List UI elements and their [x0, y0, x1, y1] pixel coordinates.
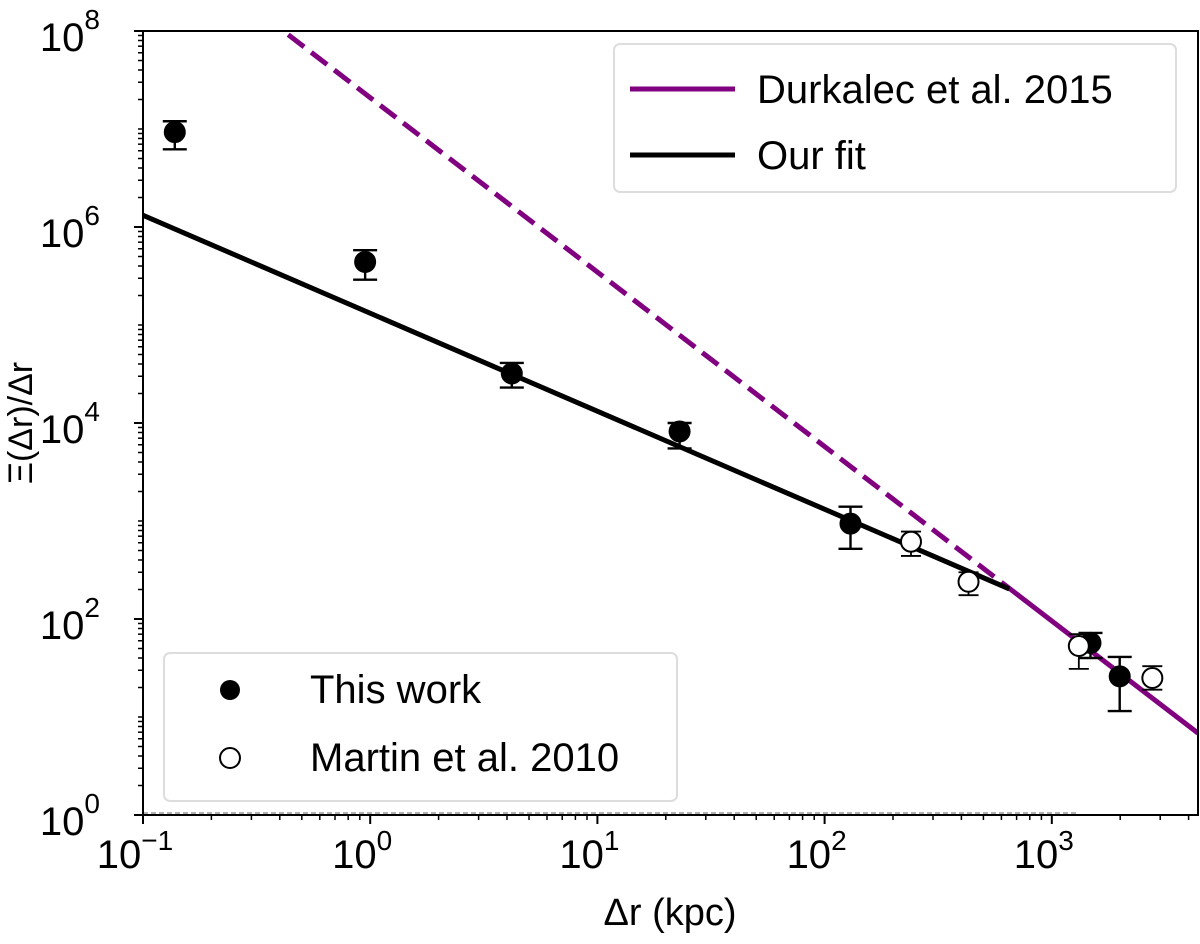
legend-thiswork-label: This work [310, 668, 482, 712]
y-tick-label: 104 [40, 396, 100, 452]
x-tick-label: 10−1 [97, 825, 173, 877]
data-point-open [1141, 667, 1164, 690]
x-tick-label: 102 [787, 825, 847, 877]
y-tick-label: 106 [40, 200, 100, 256]
legend-upper: Durkalec et al. 2015 Our fit [613, 43, 1177, 193]
legend-thiswork-marker [220, 680, 240, 700]
x-axis-label: Δr (kpc) [603, 892, 736, 934]
data-point-open [899, 530, 922, 553]
y-tick-label: 108 [40, 4, 100, 60]
series-line [143, 212, 1011, 592]
legend-upper-box [613, 43, 1177, 193]
y-axis-label: Ξ(Δr)/Δr [2, 362, 40, 484]
legend-ourfit-label: Our fit [757, 134, 866, 178]
data-point-open [957, 570, 980, 593]
series-line [1007, 586, 1198, 736]
y-tick-label: 100 [40, 788, 100, 844]
legend-lower: This work Martin et al. 2010 [163, 652, 678, 802]
x-tick-label: 100 [332, 825, 392, 877]
legend-lower-box [163, 652, 678, 802]
y-tick-label: 102 [40, 592, 100, 648]
legend-martin-marker [219, 747, 241, 769]
data-point-filled [500, 362, 523, 385]
plot-marks [143, 31, 1198, 814]
data-point-open [1067, 635, 1090, 658]
series-line-dashed [279, 31, 1011, 591]
legend-durkalec-label: Durkalec et al. 2015 [757, 68, 1113, 112]
x-tick-label: 103 [1014, 825, 1074, 877]
legend-martin-label: Martin et al. 2010 [310, 736, 619, 780]
data-point-filled [668, 420, 691, 443]
x-tick-label: 101 [559, 825, 619, 877]
plot-area [143, 31, 1198, 814]
data-point-filled [839, 512, 862, 535]
data-point-filled [354, 250, 377, 273]
data-point-filled [163, 121, 186, 144]
data-point-filled [1108, 665, 1131, 688]
